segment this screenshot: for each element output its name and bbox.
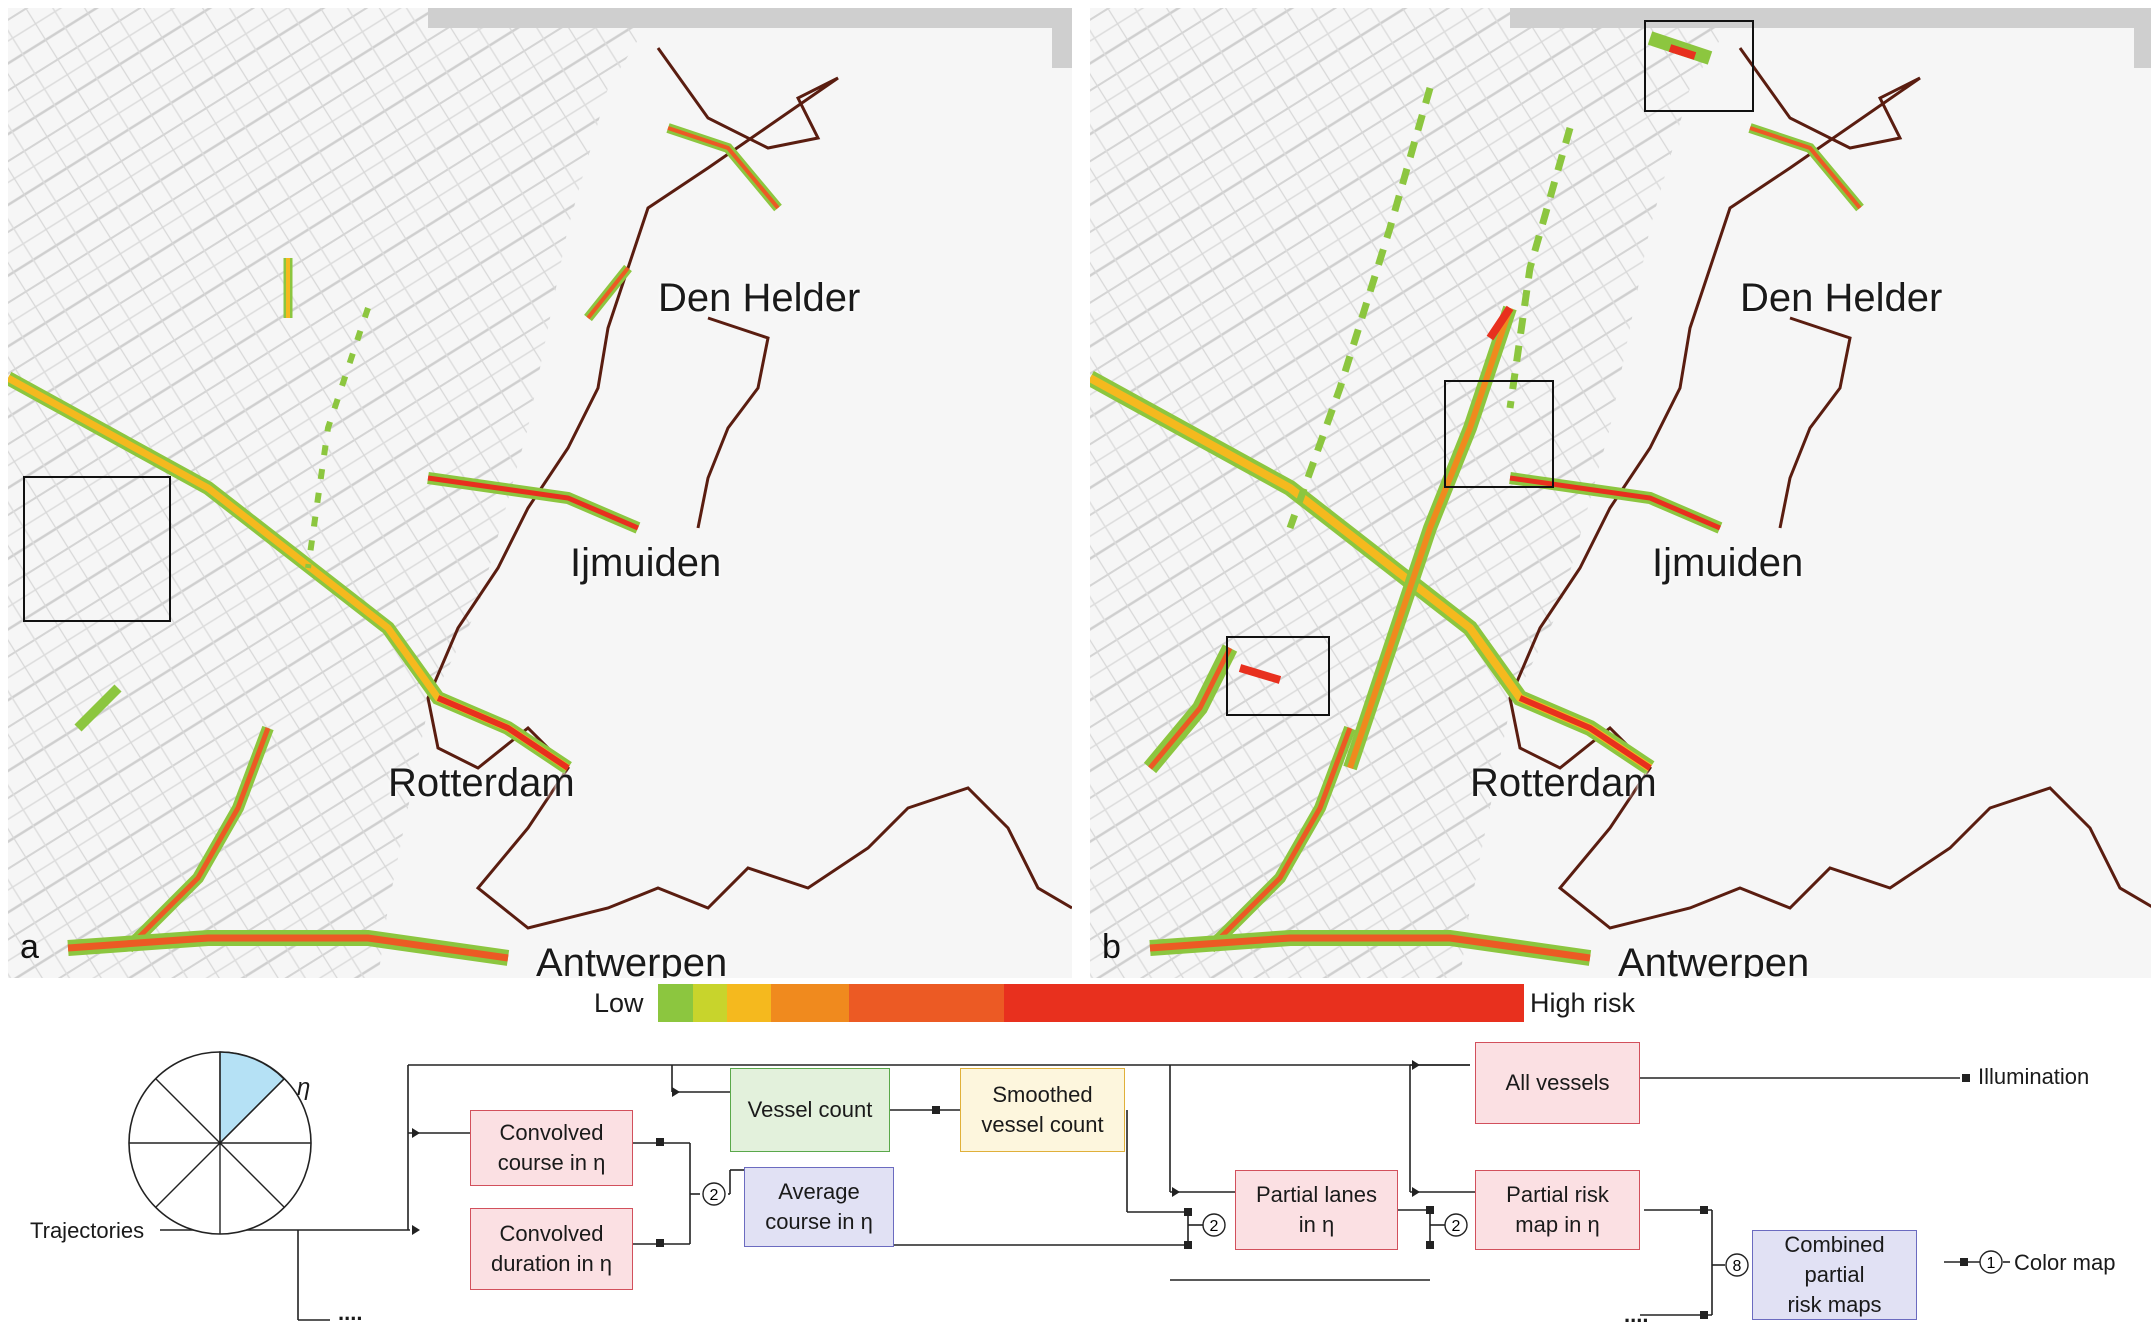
pipeline-diagram: η Trajectories .... Convolved course in η… (0, 1030, 2151, 1329)
count-badge-text: 8 (1733, 1258, 1742, 1275)
count-badge-text: 2 (1452, 1218, 1461, 1235)
legend-low-label: Low (594, 988, 644, 1019)
city-label-ijmuiden: Ijmuiden (1652, 543, 1803, 583)
city-label-antwerpen: Antwerpen (1618, 943, 1809, 978)
color-bar-segment (658, 984, 693, 1022)
color-bar-segment (693, 984, 728, 1022)
legend-high-label: High risk (1530, 988, 1635, 1019)
city-label-ijmuiden: Ijmuiden (570, 543, 721, 583)
color-bar-segment (1004, 984, 1524, 1022)
map-b-canvas (1090, 8, 2151, 978)
city-label-den-helder: Den Helder (1740, 278, 1942, 318)
highlight-box (1644, 20, 1754, 112)
city-label-rotterdam: Rotterdam (388, 763, 575, 803)
highlight-box (1226, 636, 1330, 716)
panel-letter-a: a (20, 928, 39, 967)
map-panel-b: Den Helder Ijmuiden Rotterdam Antwerpen … (1090, 8, 2151, 978)
panel-letter-b: b (1102, 928, 1121, 967)
color-bar-segment (771, 984, 849, 1022)
count-badge-text: 2 (1210, 1218, 1219, 1235)
count-badge-text: 2 (710, 1187, 719, 1204)
map-panel-a: Den Helder Ijmuiden Rotterdam Antwerpen … (8, 8, 1072, 978)
highlight-box (1444, 380, 1554, 488)
highlight-box (23, 476, 171, 622)
risk-color-bar (658, 984, 1524, 1022)
city-label-rotterdam: Rotterdam (1470, 763, 1657, 803)
count-badge-text: 1 (1987, 1255, 1996, 1272)
color-bar-segment (849, 984, 1005, 1022)
pipeline-badges: 2 2 2 8 1 (0, 1030, 2151, 1329)
color-bar-segment (727, 984, 770, 1022)
city-label-antwerpen: Antwerpen (536, 943, 727, 978)
city-label-den-helder: Den Helder (658, 278, 860, 318)
